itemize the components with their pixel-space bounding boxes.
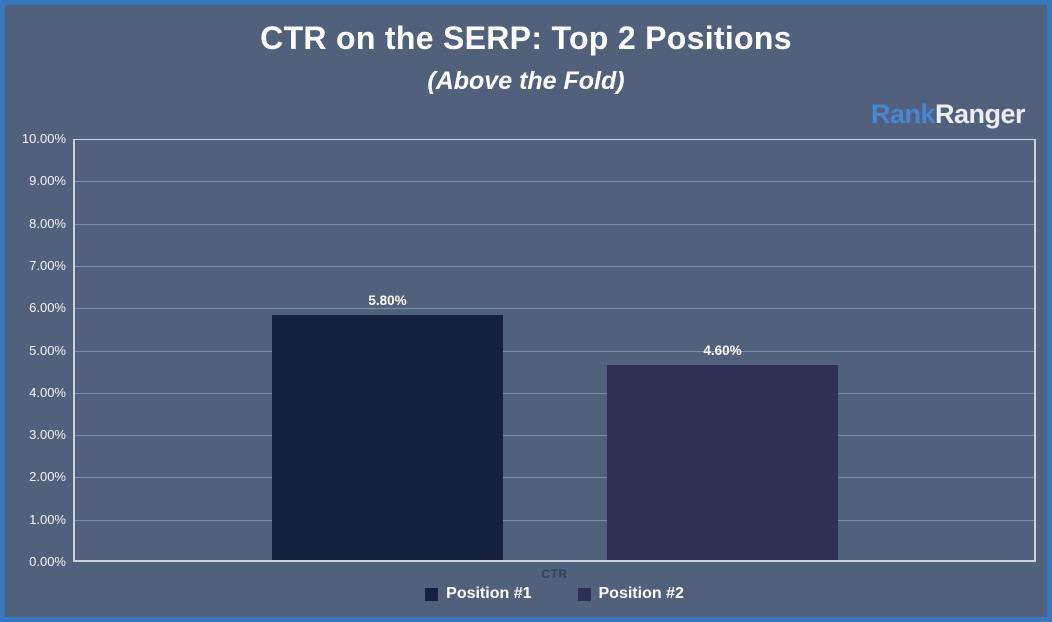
y-tick-label: 6.00% [29,300,66,316]
logo-text-rank: Rank [870,99,936,129]
legend-label: Position #2 [598,585,684,602]
gridline [75,350,1034,352]
gridline [75,519,1034,521]
bar-value-label: 4.60% [703,343,742,359]
y-tick-label: 4.00% [29,384,66,400]
y-tick-label: 5.00% [29,342,66,358]
y-tick-label: 10.00% [21,131,66,146]
gridline [75,435,1034,437]
y-tick-label: 1.00% [29,511,66,527]
bar-position-1 [272,314,503,560]
legend-swatch [577,587,591,601]
y-tick-label: 9.00% [29,173,66,189]
x-axis-label: CTR [541,567,568,581]
gridline [75,477,1034,479]
y-tick-label: 0.00% [29,554,66,569]
bar-position-2 [607,365,838,560]
legend-swatch [425,587,439,601]
chart-subtitle: (Above the Fold) [427,67,625,95]
legend-item-position-1: Position #1 [425,585,532,603]
y-tick-label: 8.00% [29,215,66,231]
gridline [75,308,1034,310]
chart-title: CTR on the SERP: Top 2 Positions [260,20,792,56]
logo-text-ranger: Ranger [934,99,1026,129]
legend-label: Position #1 [446,585,532,602]
y-tick-label: 2.00% [29,469,66,485]
gridline [75,392,1034,394]
bar-value-label: 5.80% [368,292,407,308]
gridline [75,265,1034,267]
y-tick-label: 3.00% [29,427,66,443]
plot-area: 5.80% 4.60% [73,139,1036,562]
rankranger-logo: RankRanger [870,99,1026,130]
legend-item-position-2: Position #2 [577,585,684,603]
legend: Position #1 Position #2 [73,585,1036,603]
gridline [75,181,1034,183]
y-tick-label: 7.00% [29,257,66,273]
gridline [75,223,1034,225]
